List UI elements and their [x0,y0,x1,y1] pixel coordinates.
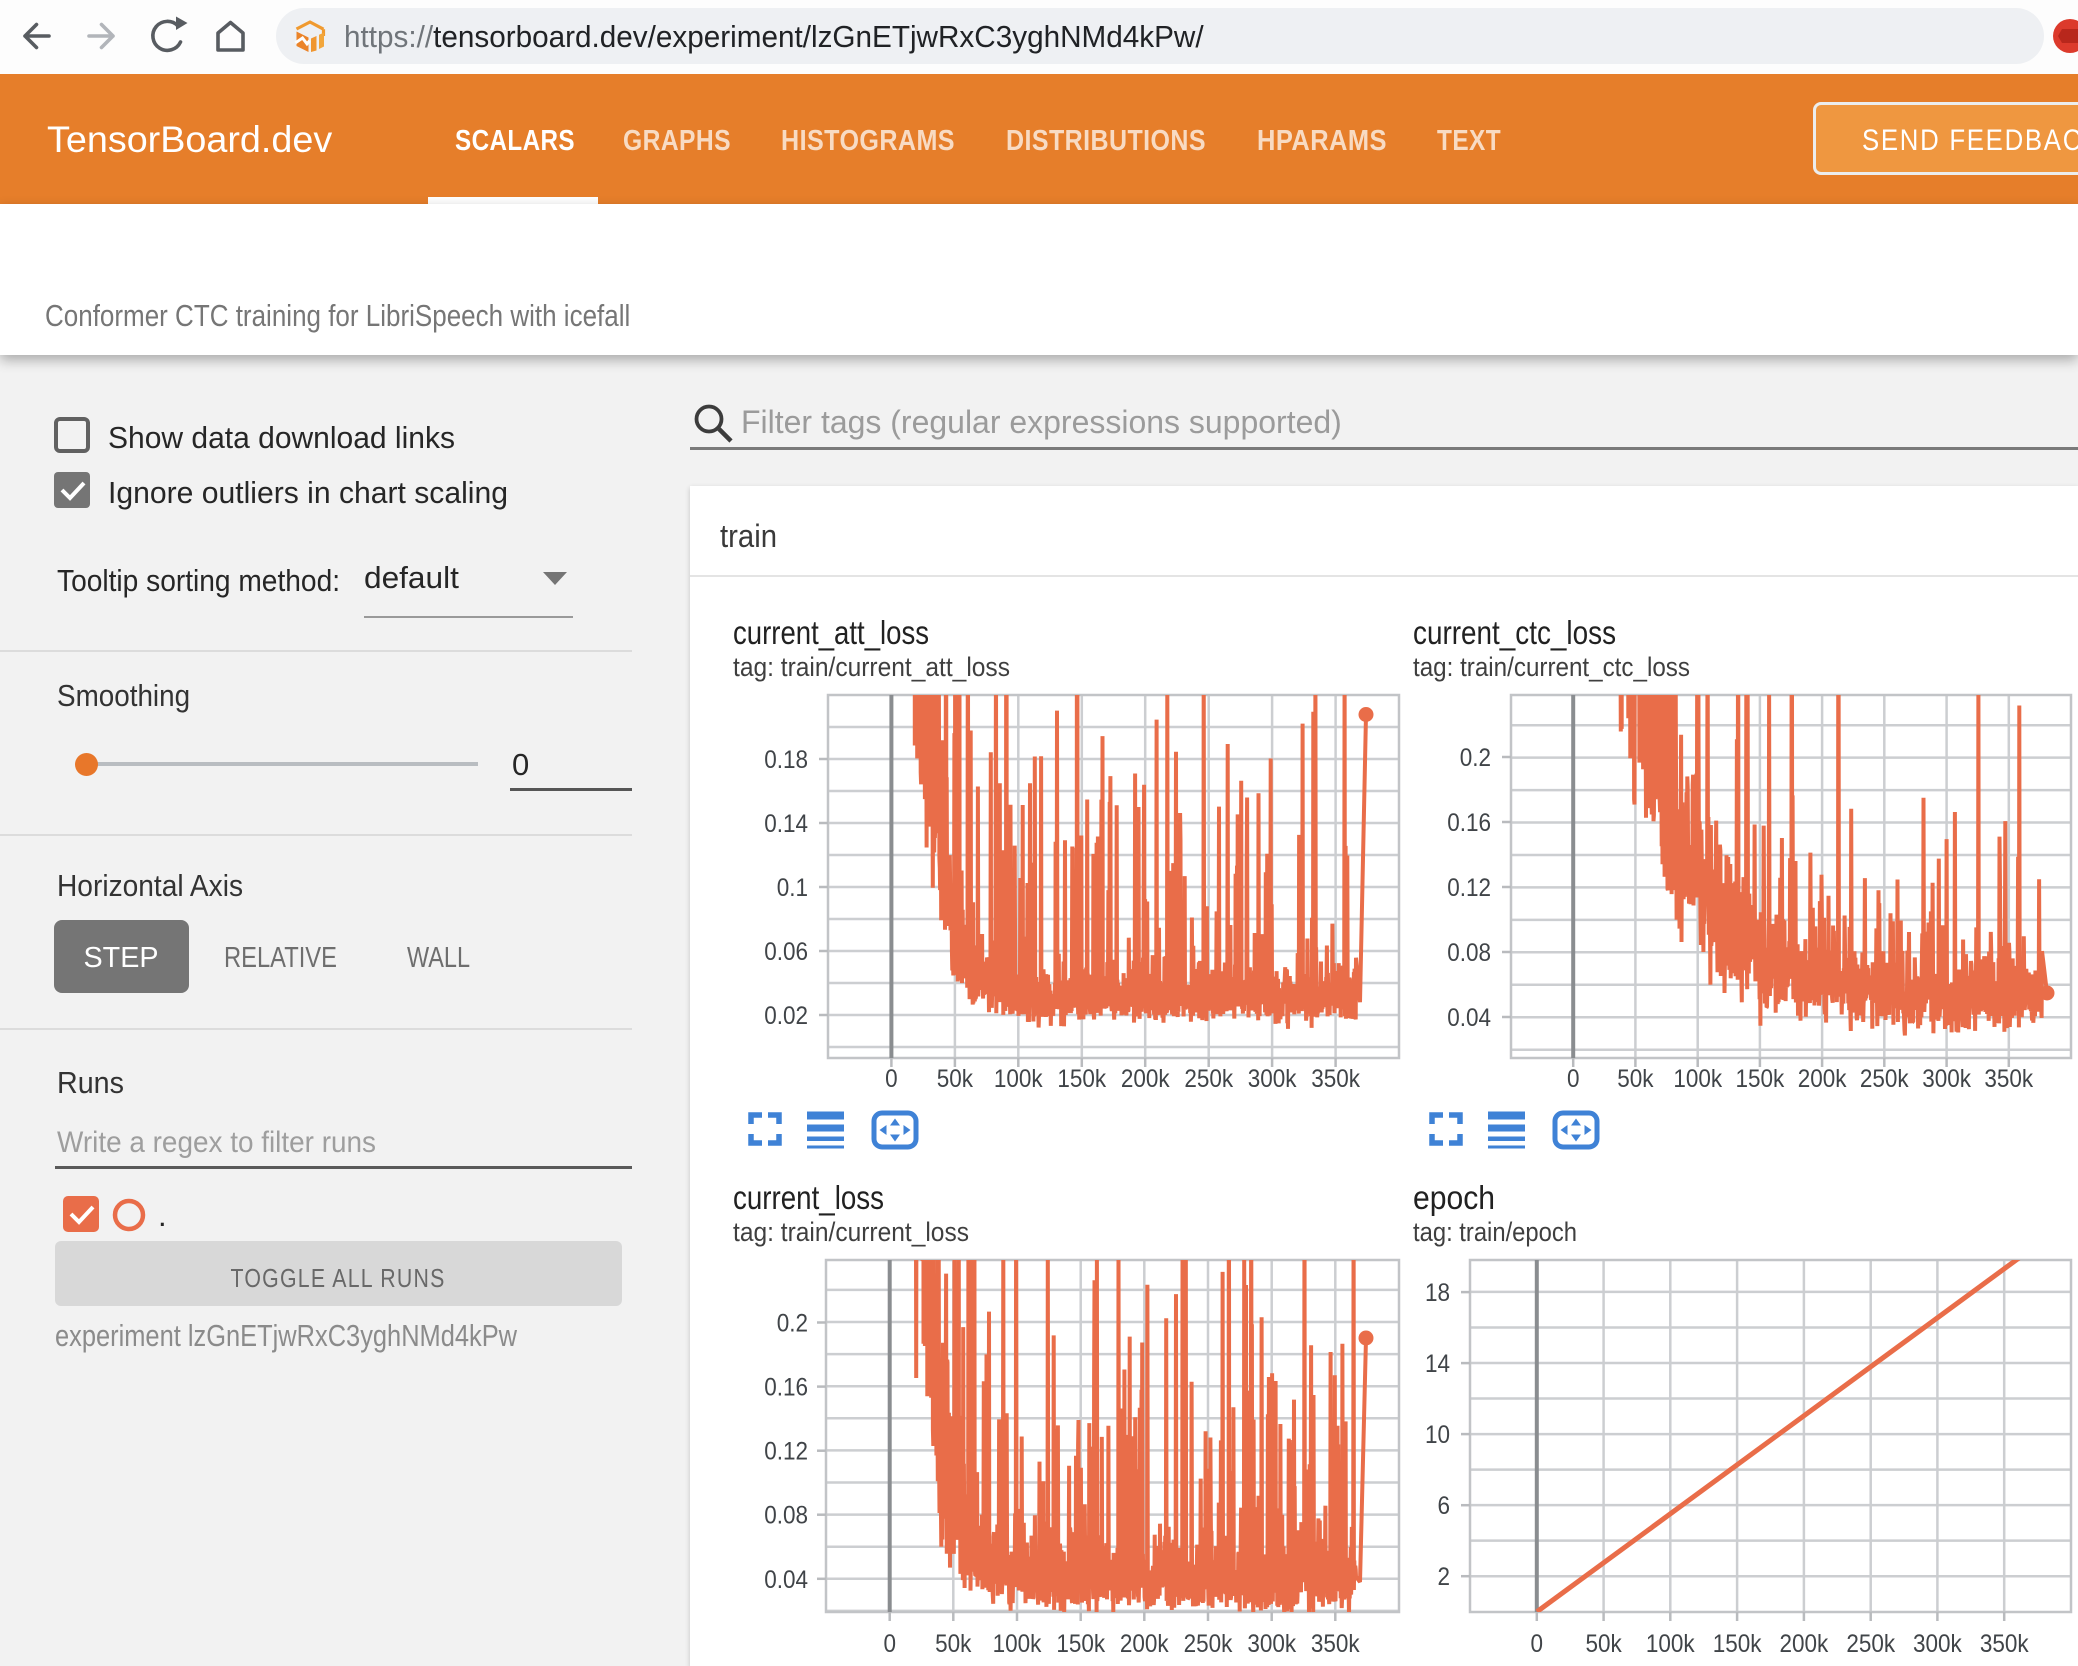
svg-text:TEXT: TEXT [1437,124,1501,156]
svg-text:tag: train/current_ctc_loss: tag: train/current_ctc_loss [1413,653,1690,682]
svg-text:0.1: 0.1 [777,874,808,902]
svg-text:50k: 50k [937,1065,973,1093]
svg-text:GRAPHS: GRAPHS [623,124,731,156]
svg-text:200k: 200k [1120,1630,1169,1658]
svg-text:300k: 300k [1248,1065,1297,1093]
svg-text:0.2: 0.2 [777,1309,808,1337]
svg-text:HPARAMS: HPARAMS [1257,123,1387,156]
svg-text:Filter tags (regular expressio: Filter tags (regular expressions support… [741,404,1342,440]
svg-text:0.08: 0.08 [764,1502,808,1530]
svg-text:200k: 200k [1121,1065,1170,1093]
svg-text:default: default [364,560,459,595]
svg-text:50k: 50k [1585,1630,1621,1658]
svg-text:0.18: 0.18 [764,746,808,774]
svg-text:14: 14 [1425,1350,1450,1378]
svg-text:SEND FEEDBACK: SEND FEEDBACK [1862,123,2078,156]
svg-text:Show data download links: Show data download links [108,421,455,456]
svg-text:Horizontal Axis: Horizontal Axis [57,869,243,904]
svg-text:Runs: Runs [57,1066,124,1100]
svg-text:350k: 350k [1984,1065,2033,1093]
svg-text:100k: 100k [1673,1065,1722,1093]
svg-text:10: 10 [1425,1421,1450,1449]
svg-text:0: 0 [883,1630,896,1658]
svg-text:300k: 300k [1247,1630,1296,1658]
svg-text:100k: 100k [1646,1630,1695,1658]
svg-text:STEP: STEP [84,942,159,974]
svg-text:0.16: 0.16 [764,1374,808,1402]
svg-text:Tooltip sorting method:: Tooltip sorting method: [57,564,340,599]
svg-text:tag: train/epoch: tag: train/epoch [1413,1218,1577,1248]
svg-text:0.04: 0.04 [764,1566,808,1594]
svg-text:Conformer CTC training for Lib: Conformer CTC training for LibriSpeech w… [45,299,630,334]
svg-text:HISTOGRAMS: HISTOGRAMS [781,123,955,156]
svg-text:RELATIVE: RELATIVE [224,941,337,974]
svg-text:epoch: epoch [1413,1179,1495,1217]
svg-text:Ignore outliers in chart scali: Ignore outliers in chart scaling [108,476,508,510]
svg-text:350k: 350k [1311,1065,1360,1093]
svg-text:300k: 300k [1913,1630,1962,1658]
svg-text:0.06: 0.06 [764,938,808,966]
svg-text:0.02: 0.02 [764,1002,808,1030]
svg-text:250k: 250k [1184,1065,1233,1093]
svg-text:0.04: 0.04 [1447,1004,1491,1032]
svg-text:Smoothing: Smoothing [57,679,190,714]
svg-text:150k: 150k [1057,1065,1106,1093]
svg-text:300k: 300k [1922,1065,1971,1093]
svg-text:350k: 350k [1311,1630,1360,1658]
svg-text:200k: 200k [1798,1065,1847,1093]
svg-text:0.12: 0.12 [1447,874,1491,902]
svg-text:0.12: 0.12 [764,1438,808,1466]
svg-text:current_loss: current_loss [733,1180,884,1217]
svg-text:experiment lzGnETjwRxC3yghNMd4: experiment lzGnETjwRxC3yghNMd4kPw [55,1319,518,1354]
svg-text:current_att_loss: current_att_loss [733,615,929,652]
svg-text:0.14: 0.14 [764,810,808,838]
svg-text:0: 0 [512,747,529,782]
svg-text:50k: 50k [935,1630,971,1658]
svg-text:train: train [720,518,777,555]
svg-text:50k: 50k [1617,1065,1653,1093]
svg-text:.: . [158,1198,167,1233]
svg-text:150k: 150k [1056,1630,1105,1658]
svg-text:150k: 150k [1713,1630,1762,1658]
svg-text:200k: 200k [1780,1630,1829,1658]
svg-text:SCALARS: SCALARS [455,124,575,157]
svg-text:100k: 100k [993,1630,1042,1658]
svg-text:TensorBoard.dev: TensorBoard.dev [47,118,333,160]
svg-text:tag: train/current_att_loss: tag: train/current_att_loss [733,653,1010,682]
svg-text:DISTRIBUTIONS: DISTRIBUTIONS [1006,123,1206,156]
svg-text:0: 0 [885,1065,898,1093]
svg-text:Write a regex to filter runs: Write a regex to filter runs [57,1126,376,1159]
svg-text:150k: 150k [1736,1065,1785,1093]
svg-text:18: 18 [1425,1279,1450,1307]
svg-text:TOGGLE ALL RUNS: TOGGLE ALL RUNS [230,1264,445,1294]
svg-text:WALL: WALL [407,941,470,974]
svg-text:2: 2 [1437,1563,1450,1591]
svg-text:0: 0 [1531,1630,1544,1658]
svg-text:0.16: 0.16 [1447,809,1491,837]
svg-text:current_ctc_loss: current_ctc_loss [1413,615,1616,652]
svg-text:350k: 350k [1980,1630,2029,1658]
svg-text:0.08: 0.08 [1447,939,1491,967]
svg-text:https://tensorboard.dev/experi: https://tensorboard.dev/experiment/lzGnE… [344,20,1204,54]
svg-text:tag: train/current_loss: tag: train/current_loss [733,1218,969,1247]
svg-text:250k: 250k [1860,1065,1909,1093]
svg-text:0: 0 [1567,1065,1580,1093]
svg-text:6: 6 [1437,1492,1450,1520]
svg-text:250k: 250k [1846,1630,1895,1658]
svg-text:0.2: 0.2 [1460,744,1491,772]
svg-text:100k: 100k [994,1065,1043,1093]
svg-text:250k: 250k [1184,1630,1233,1658]
